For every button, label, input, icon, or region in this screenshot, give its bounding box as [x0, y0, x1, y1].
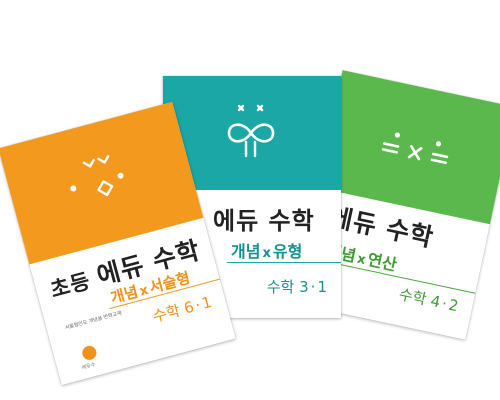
- book-cover-top-band: [163, 76, 341, 190]
- book-cover-green: 에듀 수학 개념x연산 수학 4·2: [293, 70, 500, 340]
- infinity-face-icon: [227, 104, 275, 158]
- publisher-logo-text: 에듀수: [81, 361, 97, 372]
- book-title: 에듀 수학: [213, 207, 315, 235]
- book-subtitle: 개념 x 유형: [231, 242, 303, 261]
- book-cover-top-band: [317, 70, 500, 225]
- book-grade: 수학 6·1: [150, 292, 214, 326]
- book-cover-top-band: [0, 101, 204, 265]
- book-note: 서울협인도 개념을 반짝교재: [64, 310, 123, 332]
- face-icon: [70, 155, 124, 197]
- book-cover-orange: 초등에듀 수학 개념x서술형 서울협인도 개념을 반짝교재 수학 6·1 에듀수: [0, 101, 236, 386]
- publisher-logo-icon: [80, 344, 98, 362]
- book-grade: 수학 3 · 1: [266, 278, 327, 296]
- equals-times-icon: [381, 132, 449, 165]
- grade-divider: [227, 262, 341, 263]
